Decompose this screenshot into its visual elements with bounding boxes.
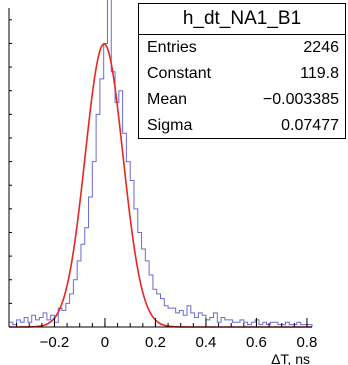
stats-label: Sigma [147,117,193,134]
stats-value: 119.8 [300,65,339,82]
x-tick-label: 0.2 [145,334,166,351]
stats-label: Mean [147,91,188,108]
stats-value: 0.07477 [281,117,339,134]
stats-value: 2246 [303,39,339,56]
stats-row-mean: Mean −0.003385 [139,87,345,113]
x-tick-label: 0.4 [196,334,217,351]
stats-box: h_dt_NA1_B1 Entries 2246 Constant 119.8 … [138,3,346,139]
stats-row-sigma: Sigma 0.07477 [139,113,345,139]
stats-row-entries: Entries 2246 [139,35,345,61]
stats-label: Constant [147,65,212,82]
stats-value: −0.003385 [262,91,339,108]
x-tick-label: 0 [101,334,109,351]
stats-title: h_dt_NA1_B1 [139,4,345,35]
x-axis-label: ΔT, ns [271,351,310,365]
x-tick-label: 0.6 [246,334,267,351]
stats-row-constant: Constant 119.8 [139,61,345,87]
x-tick-label: −0.2 [40,334,70,351]
x-tick-label: 0.8 [297,334,318,351]
stats-label: Entries [147,39,197,56]
axis-layer: −0.2 0 0.2 0.4 0.6 0.8ΔT, ns [8,8,318,365]
